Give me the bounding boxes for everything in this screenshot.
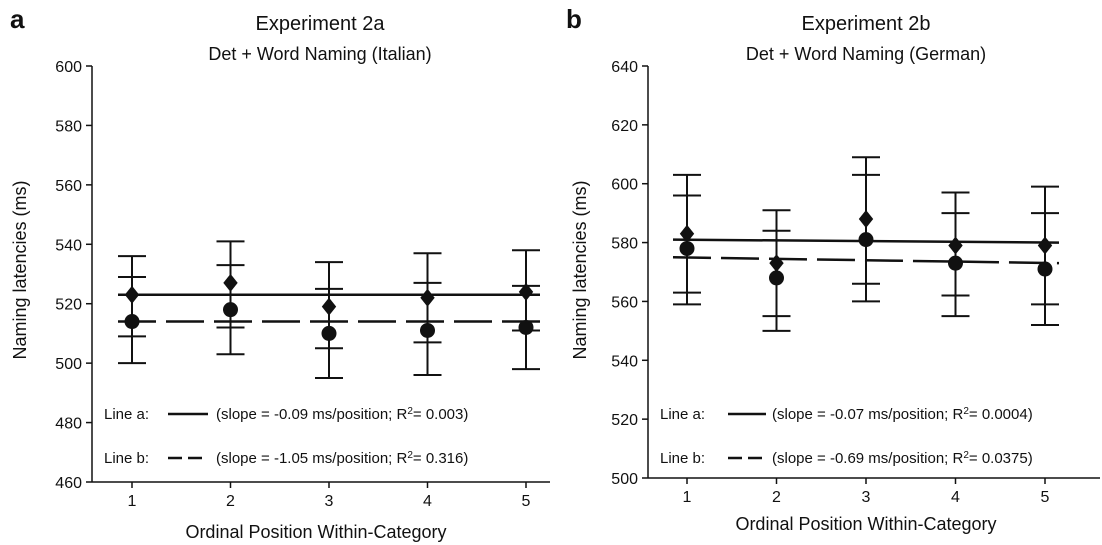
data-point-diamond (321, 297, 337, 316)
annotation-text-post: = 0.0375) (969, 450, 1033, 467)
annotation-text: (slope = -0.69 ms/position; R2= 0.0375) (772, 450, 1033, 468)
chart-subtitle: Det + Word Naming (German) (746, 44, 986, 64)
x-axis-label: Ordinal Position Within-Category (735, 514, 996, 534)
panel-b: b Experiment 2b Det + Word Naming (Germa… (566, 4, 1100, 534)
data-point-diamond (518, 282, 534, 301)
y-tick-label: 540 (55, 237, 82, 254)
data-point-diamond (769, 254, 784, 273)
plot-area: 460 480 500 520 540 560 580 600 1 2 3 4 5 (55, 59, 550, 510)
y-tick-label: 480 (55, 416, 82, 433)
annotation-text: (slope = -1.05 ms/position; R2= 0.316) (216, 450, 468, 468)
annotation-line-a: Line a: (slope = -0.09 ms/position; R2= … (104, 406, 468, 424)
data-point-diamond (223, 273, 238, 292)
y-tick-label: 600 (611, 177, 638, 194)
annotation-text-pre: (slope = -0.09 ms/position; R (216, 406, 408, 423)
annotation-superscript: 2 (963, 406, 969, 417)
y-tick-label: 580 (611, 236, 638, 253)
x-tick-label: 1 (683, 489, 692, 506)
annotation-superscript: 2 (407, 406, 413, 417)
annotation-text-post: = 0.316) (413, 450, 468, 467)
data-point-circle (679, 240, 695, 256)
annotation-text: (slope = -0.07 ms/position; R2= 0.0004) (772, 406, 1033, 424)
panel-letter: b (566, 4, 582, 34)
annotation-line-b: Line b: (slope = -1.05 ms/position; R2= … (104, 450, 468, 468)
y-tick-label: 640 (611, 59, 638, 76)
annotation-superscript: 2 (963, 450, 969, 461)
y-axis-label: Naming latencies (ms) (570, 180, 590, 359)
y-tick-label: 560 (55, 178, 82, 195)
y-tick-label: 580 (55, 118, 82, 135)
y-tick-label: 500 (55, 356, 82, 373)
x-tick-label: 2 (226, 493, 235, 510)
annotation-text-pre: (slope = -1.05 ms/position; R (216, 450, 408, 467)
x-tick-label: 4 (951, 489, 960, 506)
data-point-circle (1037, 261, 1053, 277)
chart-title: Experiment 2b (802, 13, 931, 35)
annotation-text-pre: (slope = -0.69 ms/position; R (772, 450, 964, 467)
data-point-circle (518, 319, 534, 335)
data-point-circle (858, 232, 874, 248)
chart-subtitle: Det + Word Naming (Italian) (208, 44, 431, 64)
annotation-text: (slope = -0.09 ms/position; R2= 0.003) (216, 406, 468, 424)
data-point-circle (948, 255, 963, 271)
data-point-circle (321, 325, 337, 341)
x-tick-label: 5 (522, 493, 531, 510)
annotation-prefix: Line a: (104, 406, 149, 423)
annotation-text-pre: (slope = -0.07 ms/position; R (772, 406, 964, 423)
y-tick-label: 520 (611, 412, 638, 429)
y-tick-label: 540 (611, 353, 638, 370)
y-tick-label: 500 (611, 471, 638, 488)
y-tick-label: 520 (55, 297, 82, 314)
y-tick-label: 460 (55, 475, 82, 492)
data-point-diamond (858, 210, 874, 229)
annotation-text-post: = 0.0004) (969, 406, 1033, 423)
data-point-diamond (124, 285, 140, 304)
y-tick-label: 560 (611, 294, 638, 311)
annotation-prefix: Line b: (104, 450, 149, 467)
x-tick-label: 4 (423, 493, 432, 510)
data-point-diamond (1037, 236, 1053, 255)
data-point-diamond (420, 288, 435, 307)
x-tick-label: 3 (325, 493, 334, 510)
plot-area: 500 520 540 560 580 600 620 640 1 2 3 4 5 (611, 59, 1100, 506)
x-tick-label: 3 (862, 489, 871, 506)
panel-a: a Experiment 2a Det + Word Naming (Itali… (10, 4, 550, 542)
data-point-circle (124, 314, 140, 330)
x-tick-label: 2 (772, 489, 781, 506)
annotation-prefix: Line a: (660, 406, 705, 423)
x-tick-label: 1 (128, 493, 137, 510)
y-axis-label: Naming latencies (ms) (10, 180, 30, 359)
annotation-prefix: Line b: (660, 450, 705, 467)
x-tick-label: 5 (1041, 489, 1050, 506)
data-point-circle (420, 322, 435, 338)
y-tick-label: 620 (611, 118, 638, 135)
data-point-circle (223, 302, 238, 318)
annotation-line-a: Line a: (slope = -0.07 ms/position; R2= … (660, 406, 1033, 424)
data-point-circle (769, 270, 784, 286)
annotation-line-b: Line b: (slope = -0.69 ms/position; R2= … (660, 450, 1033, 468)
x-axis-label: Ordinal Position Within-Category (185, 522, 446, 542)
data-point-diamond (948, 236, 963, 255)
annotation-text-post: = 0.003) (413, 406, 468, 423)
data-point-diamond (679, 224, 695, 243)
annotation-superscript: 2 (407, 450, 413, 461)
chart-title: Experiment 2a (256, 13, 386, 35)
panel-letter: a (10, 4, 25, 34)
y-tick-label: 600 (55, 59, 82, 76)
